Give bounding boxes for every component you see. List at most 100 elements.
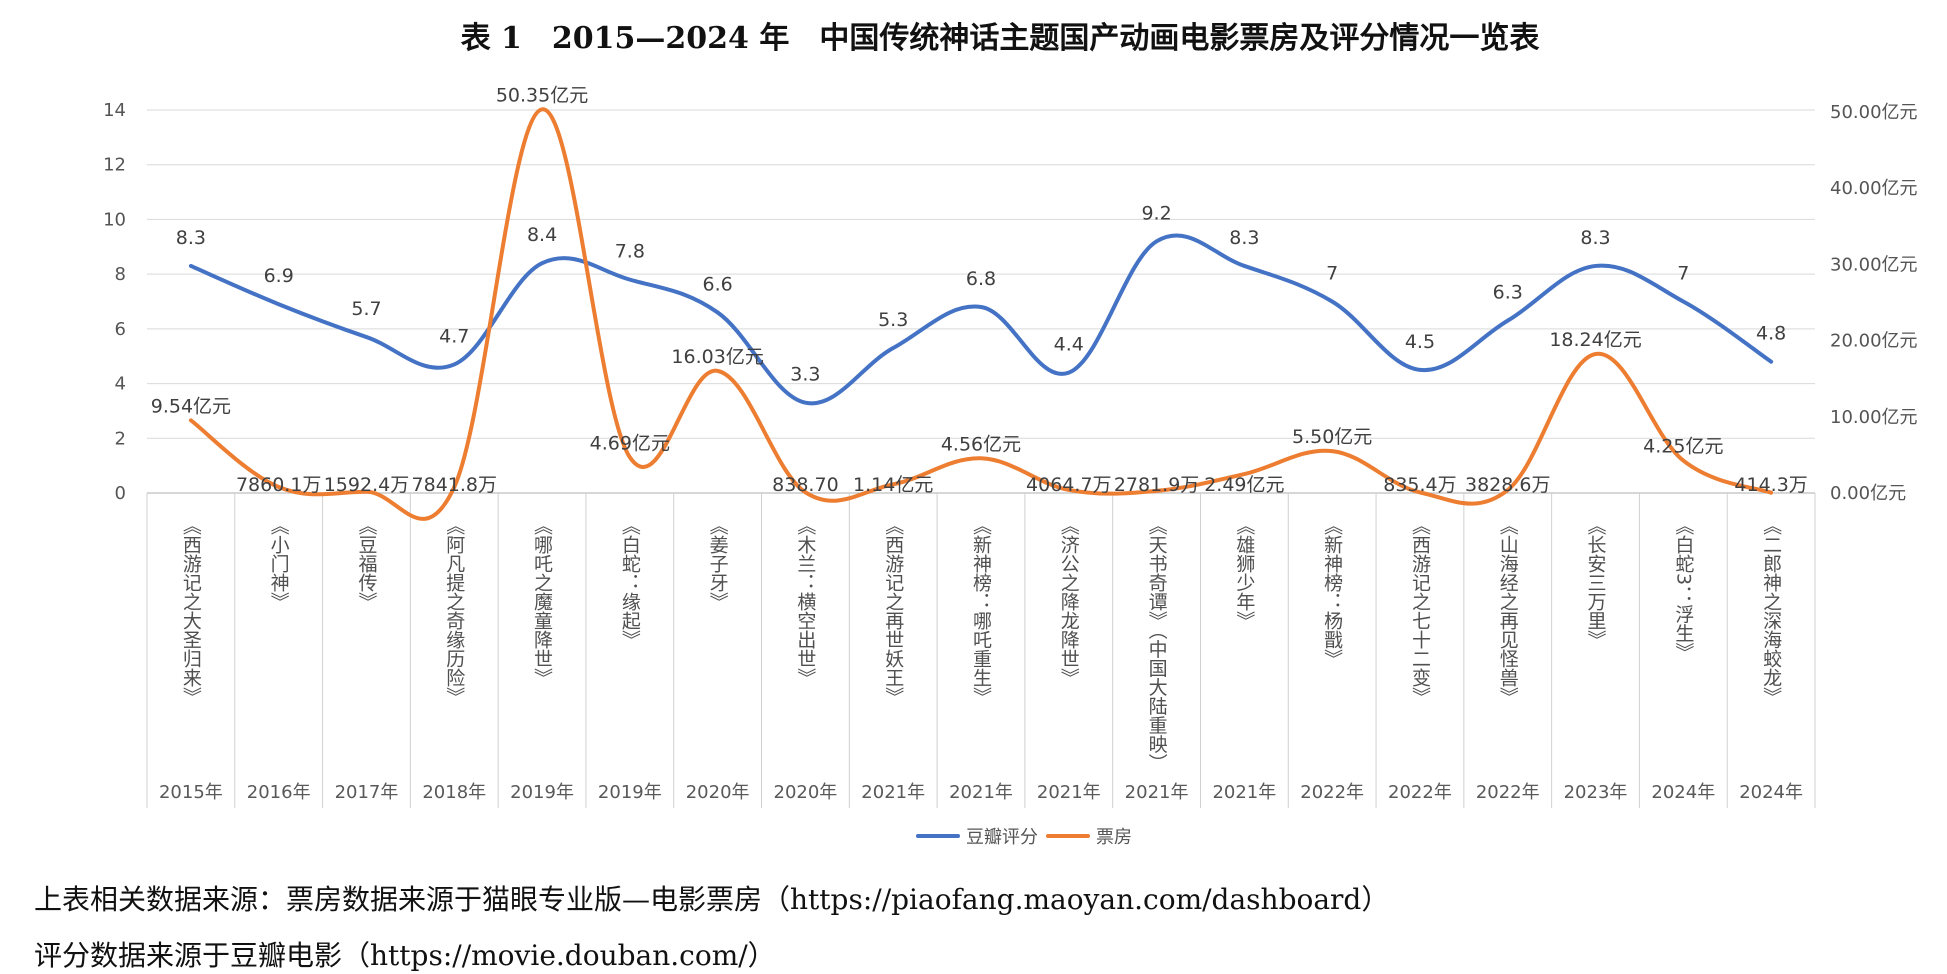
rating-point — [540, 261, 544, 265]
rating-data-label: 7.8 — [615, 241, 645, 263]
series-line-boxoffice — [188, 107, 1774, 521]
rating-point — [1506, 319, 1510, 323]
boxoffice-data-label: 2781.9万 — [1114, 474, 1199, 496]
rating-data-label: 8.3 — [1229, 227, 1259, 249]
left-axis-tick-label: 4 — [115, 374, 126, 395]
category-film-label: 《天书奇谭》（中国大陆重映） — [1146, 516, 1168, 773]
rating-point — [628, 278, 632, 282]
category-film-label: 《白蛇：缘起》 — [619, 516, 641, 649]
left-axis-tick-label: 8 — [115, 264, 126, 285]
boxoffice-data-label: 2.49亿元 — [1204, 474, 1284, 496]
legend: 豆瓣评分 票房 — [916, 827, 1132, 848]
category-film-label: 《新神榜：哪吒重生》 — [970, 516, 992, 706]
boxoffice-data-label: 4.69亿元 — [590, 432, 670, 454]
category-year-label: 2020年 — [774, 782, 838, 803]
rating-data-label: 9.2 — [1141, 202, 1171, 224]
category-film-label: 《豆福传》 — [355, 516, 377, 611]
category-year-label: 2016年 — [247, 782, 311, 803]
category-year-label: 2022年 — [1476, 782, 1540, 803]
left-axis-tick-label: 2 — [115, 428, 126, 449]
rating-point — [803, 401, 807, 405]
rating-point — [1681, 300, 1685, 304]
category-film-label: 《长安三万里》 — [1585, 516, 1607, 649]
boxoffice-data-label: 4.25亿元 — [1643, 436, 1723, 458]
rating-point — [716, 310, 720, 314]
category-year-label: 2021年 — [1125, 782, 1189, 803]
rating-data-label: 5.3 — [878, 309, 908, 331]
right-axis-tick-label: 10.00亿元 — [1830, 407, 1918, 428]
rating-point — [189, 264, 193, 268]
boxoffice-data-label: 414.3万 — [1734, 474, 1807, 496]
rating-point — [1418, 368, 1422, 372]
rating-point — [891, 346, 895, 350]
rating-data-label: 6.6 — [703, 273, 733, 295]
legend-label: 豆瓣评分 — [966, 827, 1038, 848]
category-year-label: 2019年 — [510, 782, 574, 803]
category-film-label: 《西游记之七十二变》 — [1409, 516, 1431, 706]
boxoffice-data-label: 7841.8万 — [412, 474, 497, 496]
category-film-label: 《木兰：横空出世》 — [794, 516, 816, 687]
category-film-label: 《济公之降龙降世》 — [1058, 516, 1080, 687]
boxoffice-data-label: 3828.6万 — [1465, 474, 1550, 496]
rating-point — [364, 335, 368, 339]
right-axis-tick-label: 50.00亿元 — [1830, 102, 1918, 123]
chart: 表 1 2015—2024 年 中国传统神话主题国产动画电影票房及评分情况一览表… — [103, 21, 1918, 848]
left-axis-tick-label: 14 — [103, 100, 126, 121]
boxoffice-data-label: 4064.7万 — [1026, 474, 1111, 496]
category-year-label: 2024年 — [1651, 782, 1715, 803]
series-line-rating — [188, 233, 1774, 406]
boxoffice-data-label: 838.70 — [772, 474, 838, 496]
category-year-label: 2021年 — [949, 782, 1013, 803]
boxoffice-point — [1594, 352, 1598, 356]
rating-data-label: 6.9 — [264, 265, 294, 287]
category-film-label: 《新神榜：杨戬》 — [1321, 516, 1343, 668]
rating-data-label: 8.3 — [1580, 227, 1610, 249]
rating-point — [1769, 360, 1773, 364]
category-film-label: 《山海经之再见怪兽》 — [1497, 516, 1519, 706]
boxoffice-data-label: 4.56亿元 — [941, 433, 1021, 455]
category-film-label: 《哪吒之魔童降世》 — [531, 516, 553, 687]
boxoffice-data-label: 1.14亿元 — [853, 474, 933, 496]
rating-data-label: 6.3 — [1493, 282, 1523, 304]
category-year-label: 2021年 — [1212, 782, 1276, 803]
boxoffice-data-label: 5.50亿元 — [1292, 426, 1372, 448]
source-note-rating: 评分数据来源于豆瓣电影（https://movie.douban.com/） — [34, 939, 776, 972]
category-film-label: 《姜子牙》 — [707, 516, 729, 611]
category-film-label: 《西游记之大圣归来》 — [180, 516, 202, 706]
category-year-label: 2022年 — [1300, 782, 1364, 803]
boxoffice-point — [1681, 459, 1685, 463]
boxoffice-point — [979, 456, 983, 460]
rating-point — [1330, 300, 1334, 304]
boxoffice-data-label: 7860.1万 — [236, 474, 321, 496]
rating-point — [1594, 264, 1598, 268]
right-axis-tick-label: 40.00亿元 — [1830, 178, 1918, 199]
rating-data-label: 8.3 — [176, 227, 206, 249]
left-axis: 0 2 4 6 8 10 12 14 — [103, 100, 126, 504]
data-labels: 8.3 6.9 5.7 4.7 8.4 7.8 6.6 3.3 5.3 6.8 4.4 9.2 8.3 7… — [151, 84, 1808, 496]
category-film-label: 《西游记之再世妖王》 — [882, 516, 904, 706]
rating-data-label: 4.4 — [1054, 334, 1084, 356]
category-year-label: 2021年 — [861, 782, 925, 803]
rating-data-label: 4.8 — [1756, 323, 1786, 345]
boxoffice-data-label: 1592.4万 — [324, 474, 409, 496]
rating-data-label: 6.8 — [966, 268, 996, 290]
gridlines — [147, 109, 1815, 439]
boxoffice-data-label: 9.54亿元 — [151, 395, 231, 417]
category-film-label: 《白蛇3：浮生》 — [1672, 516, 1694, 661]
category-year-label: 2018年 — [422, 782, 486, 803]
category-year-label: 2022年 — [1388, 782, 1452, 803]
boxoffice-point — [1330, 449, 1334, 453]
boxoffice-point — [540, 107, 544, 111]
rating-data-label: 3.3 — [790, 364, 820, 386]
rating-data-label: 4.5 — [1405, 331, 1435, 353]
right-axis-tick-label: 0.00亿元 — [1830, 483, 1906, 504]
category-film-label: 《雄狮少年》 — [1233, 516, 1255, 630]
category-year-label: 2023年 — [1564, 782, 1628, 803]
source-note-boxoffice: 上表相关数据来源：票房数据来源于猫眼专业版—电影票房（https://piaof… — [34, 883, 1390, 916]
chart-title: 表 1 2015—2024 年 中国传统神话主题国产动画电影票房及评分情况一览表 — [461, 21, 1540, 56]
boxoffice-data-label: 16.03亿元 — [671, 346, 763, 368]
legend-label: 票房 — [1096, 827, 1132, 848]
rating-data-label: 7 — [1677, 263, 1689, 285]
rating-point — [1067, 371, 1071, 375]
right-axis-tick-label: 30.00亿元 — [1830, 254, 1918, 275]
